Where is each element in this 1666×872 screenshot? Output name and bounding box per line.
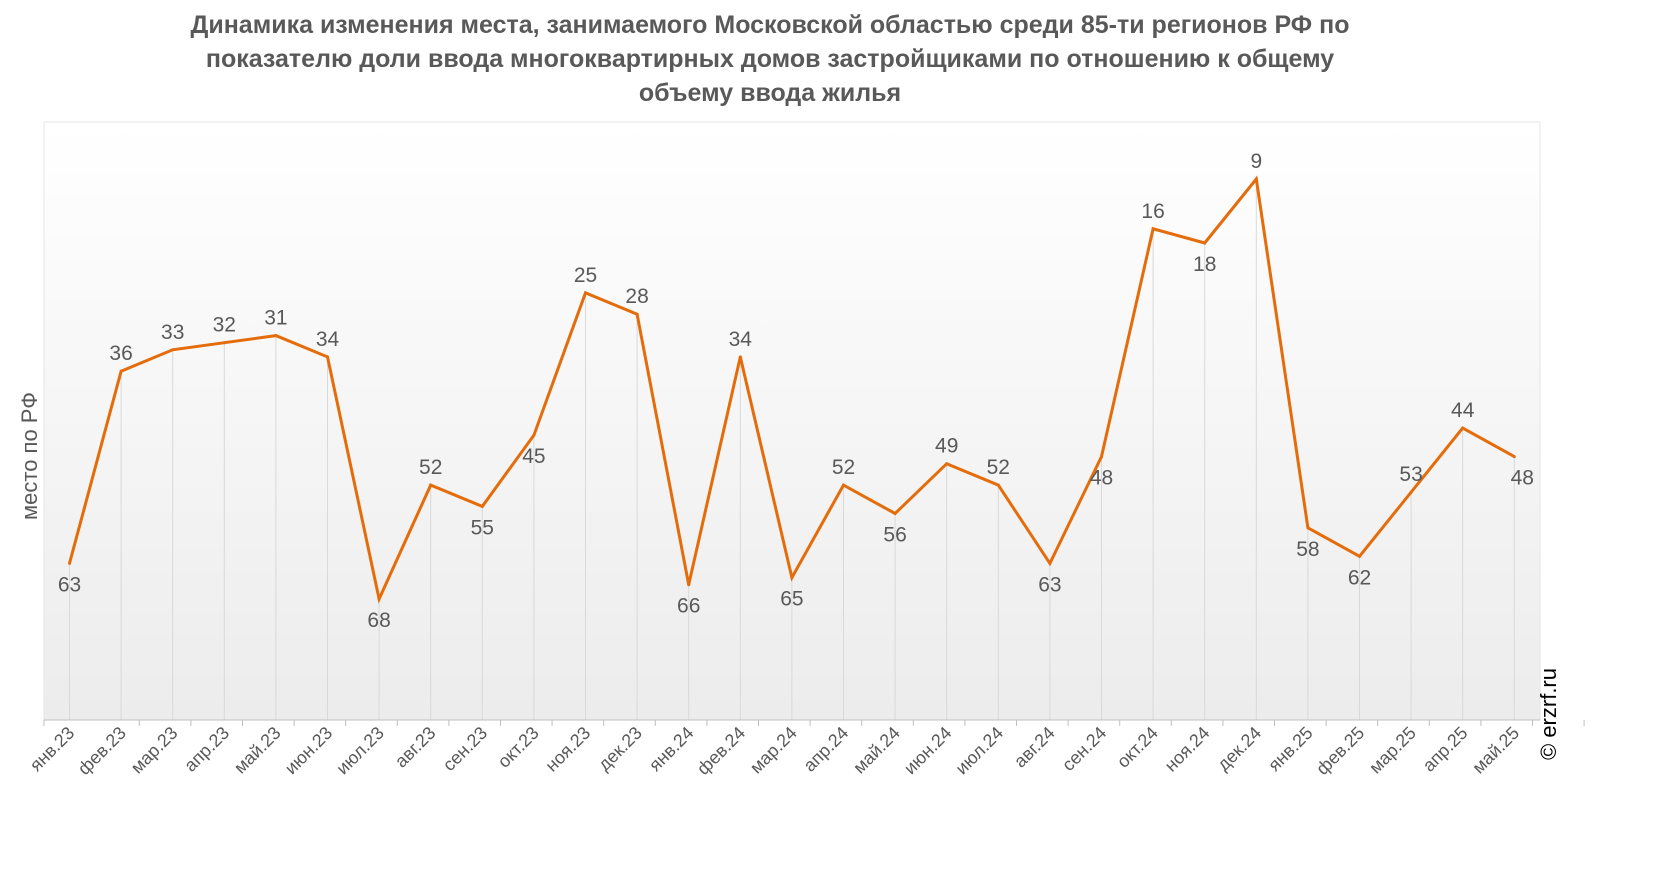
data-point — [377, 597, 381, 601]
data-point — [274, 334, 278, 338]
data-label: 52 — [419, 456, 442, 479]
data-point — [119, 369, 123, 373]
data-point — [790, 576, 794, 580]
data-point — [687, 583, 691, 587]
x-tick-label: фев.24 — [693, 723, 749, 779]
data-label: 55 — [471, 516, 494, 539]
data-label: 48 — [1090, 467, 1113, 490]
x-tick-label: дек.24 — [1213, 723, 1265, 775]
data-label: 56 — [883, 524, 906, 547]
x-tick-label: апр.23 — [180, 723, 233, 776]
x-tick-label: фев.25 — [1312, 723, 1368, 779]
data-label: 58 — [1296, 538, 1319, 561]
data-point — [326, 355, 329, 359]
data-point — [1409, 490, 1413, 494]
x-tick-label: сен.23 — [439, 723, 491, 775]
data-point — [1100, 455, 1103, 459]
x-tick-label: июл.23 — [332, 723, 388, 779]
data-label: 45 — [522, 445, 545, 468]
x-tick-label: авг.23 — [391, 723, 440, 772]
data-label: 9 — [1250, 150, 1262, 173]
data-label: 53 — [1399, 463, 1422, 486]
chart-title-line-1: Динамика изменения места, занимаемого Мо… — [190, 11, 1350, 39]
data-point — [1151, 227, 1155, 231]
x-tick-label: май.24 — [849, 723, 904, 778]
data-point — [1358, 554, 1361, 558]
data-point — [635, 312, 639, 316]
x-tick-label: апр.24 — [799, 723, 852, 776]
x-tick-label: окт.23 — [494, 723, 543, 772]
data-point — [171, 348, 175, 352]
x-tick-label: авг.24 — [1010, 723, 1059, 772]
y-axis-label: место по РФ — [17, 392, 42, 520]
x-tick-label: мар.23 — [127, 723, 182, 778]
x-tick-label: апр.25 — [1419, 723, 1472, 776]
data-point — [996, 483, 1000, 487]
data-label: 25 — [574, 264, 597, 287]
x-tick-label: янв.25 — [1264, 723, 1317, 776]
data-label: 65 — [780, 588, 803, 611]
data-point — [1512, 455, 1516, 459]
data-label: 52 — [987, 456, 1010, 479]
data-label: 28 — [625, 285, 648, 308]
data-label: 63 — [58, 573, 81, 596]
x-tick-label: окт.24 — [1113, 723, 1162, 772]
data-label: 34 — [316, 328, 340, 351]
data-label: 18 — [1193, 253, 1216, 276]
data-point — [584, 291, 587, 295]
x-tick-label: июн.24 — [900, 723, 956, 779]
x-tick-label: дек.23 — [594, 723, 646, 775]
data-point — [222, 341, 226, 345]
data-label: 49 — [935, 435, 958, 458]
data-label: 34 — [729, 328, 753, 351]
data-point — [738, 355, 742, 359]
data-point — [842, 483, 845, 487]
data-point — [1048, 561, 1052, 565]
data-point — [1461, 426, 1465, 430]
x-tick-label: май.23 — [230, 723, 285, 778]
chart-title: Динамика изменения места, занимаемого Мо… — [0, 8, 1540, 110]
data-point — [1254, 177, 1258, 181]
data-label: 16 — [1141, 200, 1164, 223]
data-point — [429, 483, 433, 487]
x-tick-label: мар.25 — [1365, 723, 1420, 778]
x-tick-label: июл.24 — [951, 723, 1007, 779]
data-label: 68 — [367, 609, 390, 632]
data-label: 44 — [1451, 399, 1475, 422]
data-point — [945, 462, 949, 466]
x-tick-label: янв.23 — [26, 723, 79, 776]
x-tick-label: ноя.23 — [541, 723, 594, 776]
x-tick-label: май.25 — [1468, 723, 1523, 778]
data-point — [532, 433, 536, 437]
data-label: 32 — [213, 314, 236, 337]
data-label: 48 — [1511, 467, 1534, 490]
data-point — [480, 504, 484, 508]
chart-title-line-3: объему ввода жилья — [638, 79, 902, 107]
watermark: © erzrf.ru — [1536, 668, 1561, 760]
x-tick-label: мар.24 — [746, 723, 801, 778]
data-point — [893, 512, 897, 516]
data-point — [68, 561, 71, 565]
chart-title-line-2: показателю доли ввода многоквартирных до… — [205, 45, 1335, 73]
data-label: 31 — [264, 307, 287, 330]
x-tick-label: ноя.24 — [1161, 723, 1214, 776]
x-tick-label: июн.23 — [281, 723, 337, 779]
x-tick-label: фев.23 — [74, 723, 130, 779]
data-label: 66 — [677, 595, 700, 618]
data-point — [1306, 526, 1310, 530]
data-label: 62 — [1348, 566, 1371, 589]
data-label: 63 — [1038, 573, 1061, 596]
data-label: 36 — [109, 342, 132, 365]
x-tick-label: сен.24 — [1058, 723, 1110, 775]
data-label: 33 — [161, 321, 184, 344]
data-point — [1203, 241, 1207, 245]
x-tick-label: янв.24 — [645, 723, 698, 776]
data-label: 52 — [832, 456, 855, 479]
